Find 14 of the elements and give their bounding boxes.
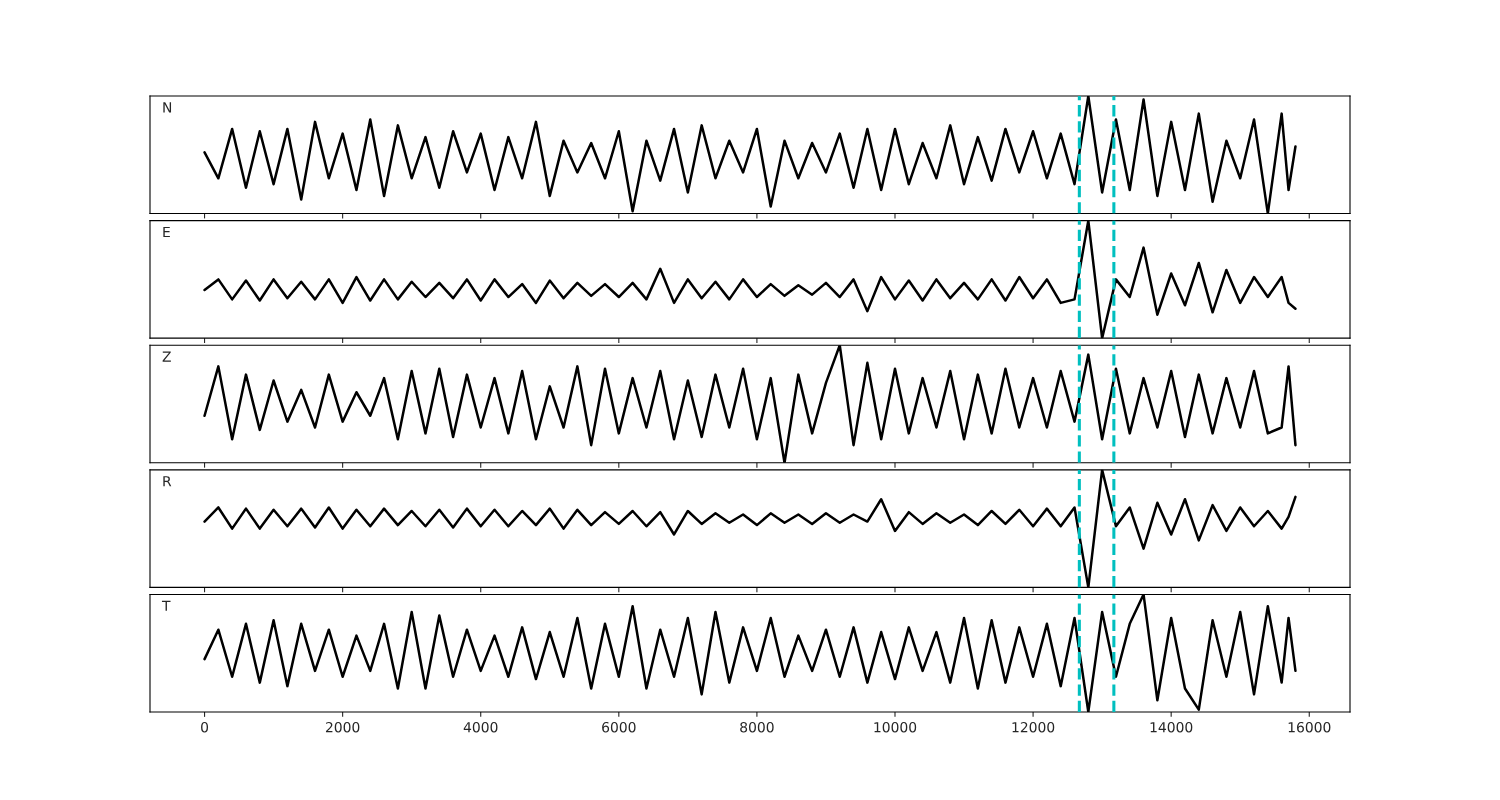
annotation: T [161,600,171,611]
x-tick-label: 12000 [1012,721,1055,733]
x-tick-label: 6000 [602,721,636,733]
x-tick-label: 2000 [325,721,360,733]
x-tick-label: 8000 [740,721,774,733]
annotation: N [163,102,172,113]
annotation: E [163,226,170,238]
x-tick-label: 14000 [1150,721,1193,733]
x-tick-label: 16000 [1288,721,1331,733]
annotation: R [163,476,172,487]
x-tick-label: 4000 [463,721,498,733]
x-tick-label: 10000 [874,721,917,733]
annotation: Z [162,351,171,362]
x-tick-label: 0 [201,721,209,733]
